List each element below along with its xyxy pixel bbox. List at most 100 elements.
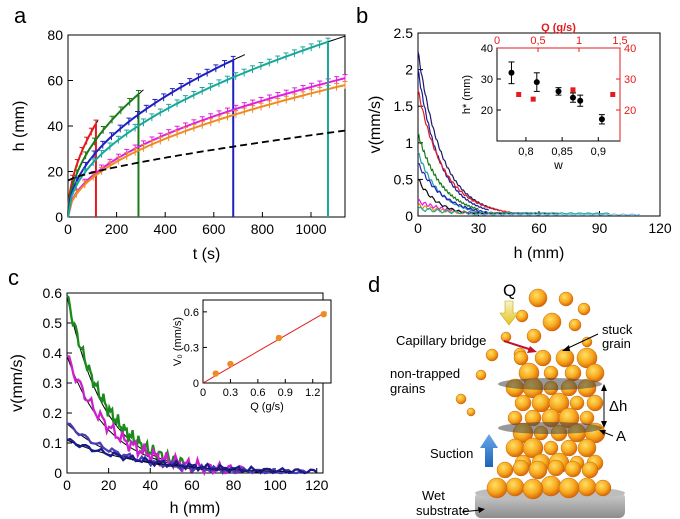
inset-black-point xyxy=(569,94,576,101)
x-tick-label: 120 xyxy=(648,220,672,236)
velocity-curve-2 xyxy=(417,89,512,214)
inset-point xyxy=(227,360,234,368)
inset-y-tick-label: 0 xyxy=(193,378,199,390)
x-tick-label: 90 xyxy=(592,220,608,236)
a-arrowhead xyxy=(599,430,606,435)
grain xyxy=(475,369,487,381)
grain xyxy=(581,461,599,479)
x-tick-label: 20 xyxy=(101,477,117,493)
inset-frame xyxy=(202,299,332,384)
x-tick-label: 30 xyxy=(471,220,487,236)
y-tick-label: 0.6 xyxy=(43,285,63,301)
grain xyxy=(586,394,604,412)
grain xyxy=(455,393,467,405)
y-tick-label: 0.2 xyxy=(43,405,63,421)
capillary-arrowhead xyxy=(527,346,537,353)
y-tick-label: 0.5 xyxy=(394,171,414,187)
series-line-1 xyxy=(66,354,245,477)
grain xyxy=(581,336,593,348)
grain xyxy=(569,395,585,411)
grain xyxy=(558,291,574,307)
grain xyxy=(485,348,499,362)
inset-fit-line xyxy=(202,311,327,384)
grain xyxy=(579,410,595,426)
non-trapped-label-line-2: grains xyxy=(390,381,426,396)
non-trapped-label-line-1: non-trapped xyxy=(390,366,460,381)
fit-line-5 xyxy=(67,35,346,218)
panel-label-b: b xyxy=(356,3,368,28)
grain xyxy=(528,288,548,308)
grain xyxy=(542,312,562,332)
q-arrow xyxy=(499,300,519,326)
velocity-tail xyxy=(468,213,640,216)
y-tick-label: 0.5 xyxy=(43,315,63,331)
fit-line-2 xyxy=(67,54,246,218)
grain xyxy=(505,477,525,497)
inset-x2-label: Q (g/s) xyxy=(541,22,576,34)
stuck-grain-label-line-2: grain xyxy=(602,336,631,351)
grain xyxy=(534,349,552,367)
inset-black-point xyxy=(577,97,584,104)
inset-x-label: Q (g/s) xyxy=(250,401,284,413)
y-axis-label: v(mm/s) xyxy=(367,96,384,154)
grain xyxy=(547,459,565,477)
inset-x-tick-label: 0,85 xyxy=(551,146,572,158)
grain xyxy=(526,328,542,344)
x-tick-label: 1000 xyxy=(295,221,326,237)
velocity-curve-1 xyxy=(417,69,490,211)
grain xyxy=(540,475,562,497)
stuck-grain-arrow xyxy=(565,333,599,350)
grain xyxy=(568,318,582,332)
stuck-grain-label-line-1: stuck xyxy=(602,322,633,337)
y-tick-label: 60 xyxy=(47,73,63,89)
x-tick-label: 0 xyxy=(414,220,422,236)
y-tick-label: 1.5 xyxy=(394,98,414,114)
substrate-label: Wet substrate xyxy=(416,488,469,518)
grain xyxy=(564,460,582,478)
grain xyxy=(505,438,525,458)
y-tick-label: 40 xyxy=(47,118,63,134)
y-tick-label: 0 xyxy=(54,465,62,481)
x-tick-label: 60 xyxy=(531,220,547,236)
inset-point xyxy=(212,370,219,377)
inset-y-tick-label: 0.6 xyxy=(184,307,199,319)
inset-black-point xyxy=(508,69,515,76)
inset-x-tick-label: 0 xyxy=(200,387,206,399)
x-tick-label: 200 xyxy=(105,221,129,237)
x-axis-label: t (s) xyxy=(193,246,221,263)
y-tick-label: 2.5 xyxy=(394,25,414,41)
grain xyxy=(486,477,508,499)
x-tick-label: 600 xyxy=(202,221,226,237)
x-tick-label: 120 xyxy=(305,477,329,493)
inset-y-tick-label: 30 xyxy=(481,74,493,86)
x-tick-label: 60 xyxy=(184,477,200,493)
y-axis-label: h (mm) xyxy=(11,101,28,152)
x-axis-label: h (mm) xyxy=(170,500,221,517)
x-tick-label: 0 xyxy=(63,477,71,493)
stuck-grain-arrowhead xyxy=(562,345,570,351)
y-tick-label: 20 xyxy=(47,164,63,180)
substrate-arrow xyxy=(461,509,481,513)
inset-y-tick-label: 0.3 xyxy=(184,342,199,354)
x-tick-label: 100 xyxy=(263,477,287,493)
level-disk-bottom xyxy=(498,422,602,434)
inset-x-tick-label: 0.6 xyxy=(250,387,265,399)
grain xyxy=(577,477,597,497)
grain xyxy=(577,302,591,316)
panel-label-c: c xyxy=(8,265,19,290)
series-line-5 xyxy=(67,40,329,218)
x-tick-label: 80 xyxy=(226,477,242,493)
y-tick-label: 80 xyxy=(47,27,63,43)
panel-label-a: a xyxy=(14,3,27,28)
grain xyxy=(531,393,551,413)
inset-x-tick-label: 0.3 xyxy=(223,387,238,399)
inset-point xyxy=(275,334,283,342)
series-line-3 xyxy=(66,437,318,475)
dh-arrowhead-top xyxy=(601,384,607,391)
grain xyxy=(513,350,529,366)
capillary-label: Capillary bridge xyxy=(396,333,486,348)
stuck-grain-label: stuck grain xyxy=(602,322,636,351)
y-tick-label: 0.3 xyxy=(43,375,63,391)
